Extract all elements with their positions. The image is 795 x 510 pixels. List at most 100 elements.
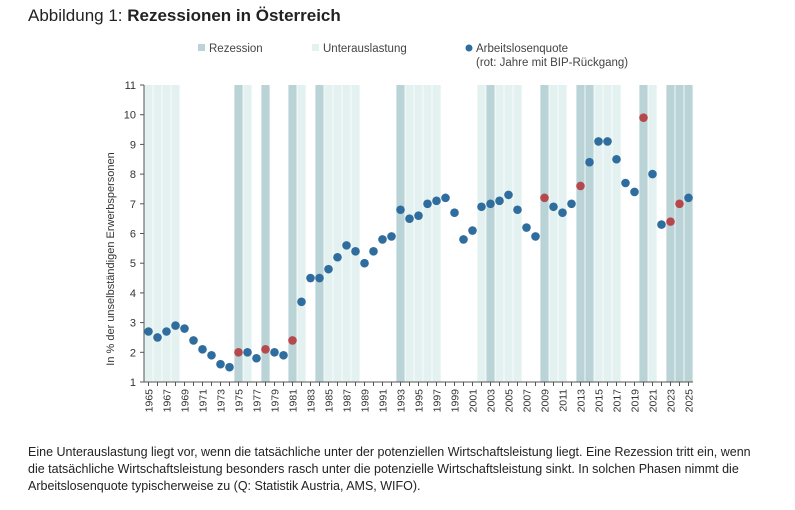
data-point: [504, 190, 513, 200]
x-tick-label: 1975: [234, 389, 246, 413]
y-tick-label: 7: [130, 199, 136, 211]
data-point-gdp-decline: [234, 348, 243, 357]
data-point: [684, 193, 693, 203]
rezession-band: [486, 85, 496, 382]
legend: Rezession Unterauslastung Arbeitslosenqu…: [198, 43, 628, 69]
x-tick-label: 1981: [288, 389, 300, 413]
rezession-band: [261, 85, 271, 382]
x-tick-label: 1971: [198, 389, 210, 413]
y-tick-label: 6: [130, 229, 136, 241]
unterauslastung-band: [342, 85, 352, 382]
x-tick-label: 2019: [630, 389, 642, 413]
x-tick-label: 1973: [216, 389, 228, 413]
x-tick-label: 1979: [270, 389, 282, 413]
x-tick-label: 2011: [558, 389, 570, 412]
data-point: [351, 247, 360, 256]
data-point: [189, 336, 198, 345]
data-point: [225, 362, 234, 372]
x-tick-label: 2021: [648, 389, 660, 413]
data-point-gdp-decline: [261, 345, 270, 354]
rezession-band: [675, 85, 685, 382]
data-point: [378, 235, 387, 244]
rezession-band: [684, 85, 694, 382]
data-point-gdp-decline: [576, 181, 585, 191]
data-point: [549, 202, 558, 212]
unterauslastung-band: [351, 85, 361, 382]
data-points: [144, 113, 693, 372]
data-point-gdp-decline: [666, 217, 675, 226]
y-tick-label: 11: [125, 80, 136, 92]
data-point: [405, 214, 414, 223]
data-point: [567, 199, 576, 209]
unterauslastung-band: [594, 85, 604, 382]
y-tick-label: 9: [130, 139, 136, 151]
x-tick-label: 2003: [486, 389, 498, 413]
rezession-band: [540, 85, 550, 382]
legend-rezession-label: Rezession: [209, 43, 263, 55]
data-point: [180, 324, 189, 333]
data-point: [162, 327, 171, 336]
unterauslastung-band: [603, 85, 613, 382]
data-point: [468, 226, 477, 235]
y-tick-label: 8: [130, 169, 136, 181]
legend-arbeitslosenquote-label: Arbeitslosenquote: [476, 43, 568, 55]
data-point: [171, 321, 180, 330]
data-point: [603, 137, 612, 146]
footnote: Eine Unterauslastung liegt vor, wenn die…: [28, 445, 751, 493]
legend-unterauslastung-label: Unterauslastung: [323, 43, 407, 55]
data-point: [513, 205, 522, 215]
data-point: [621, 178, 630, 188]
data-point: [522, 223, 531, 232]
unterauslastung-band: [558, 85, 568, 382]
data-point: [198, 345, 207, 354]
unterauslastung-band: [333, 85, 343, 382]
data-point-gdp-decline: [675, 199, 684, 209]
data-point: [216, 359, 225, 369]
unterauslastung-band: [612, 85, 622, 382]
figure-title: Abbildung 1: Rezessionen in Österreich: [28, 6, 341, 26]
axes: 1 2 3 4 5 6 7 8 9 10 11 1965 1967 1969 1971 1973 1975 197…: [124, 80, 696, 412]
x-tick-label: 2009: [540, 389, 552, 413]
shaded-bands: [144, 85, 694, 382]
y-tick-label: 4: [130, 288, 136, 300]
y-tick-label: 10: [124, 110, 136, 122]
x-tick-label: 2005: [504, 389, 516, 413]
rezession-band: [396, 85, 406, 382]
unterauslastung-band: [405, 85, 415, 382]
x-tick-label: 2015: [594, 389, 606, 413]
data-point: [612, 154, 621, 164]
data-point-gdp-decline: [639, 113, 648, 122]
data-point: [585, 157, 594, 167]
x-tick-label: 2023: [666, 389, 678, 413]
data-point: [594, 137, 603, 146]
data-point: [315, 273, 324, 283]
data-point: [441, 193, 450, 203]
data-point: [657, 220, 666, 229]
data-point: [153, 333, 162, 342]
y-tick-label: 1: [130, 377, 136, 389]
x-tick-label: 1977: [252, 389, 264, 413]
data-point: [342, 241, 351, 250]
rezession-band: [234, 85, 244, 382]
data-point: [270, 348, 279, 357]
unterauslastung-band: [171, 85, 181, 382]
data-point: [459, 235, 468, 244]
data-point: [495, 196, 504, 206]
y-tick-label: 5: [130, 258, 136, 270]
figure-title-main: Rezessionen in Österreich: [127, 6, 341, 25]
data-point: [396, 205, 405, 215]
data-point-gdp-decline: [540, 193, 549, 203]
data-point: [423, 199, 432, 209]
data-point-gdp-decline: [288, 336, 297, 345]
data-point: [558, 208, 567, 218]
data-point: [306, 273, 315, 283]
unterauslastung-band: [432, 85, 442, 382]
data-point: [360, 258, 369, 268]
unterauslastung-band: [495, 85, 505, 382]
y-tick-label: 3: [130, 318, 136, 330]
unterauslastung-band: [549, 85, 559, 382]
legend-arbeitslosenquote-note: (rot: Jahre mit BIP-Rückgang): [476, 57, 628, 69]
x-tick-label: 2017: [612, 389, 624, 413]
y-tick-label: 2: [130, 347, 136, 359]
unterauslastung-band: [648, 85, 658, 382]
